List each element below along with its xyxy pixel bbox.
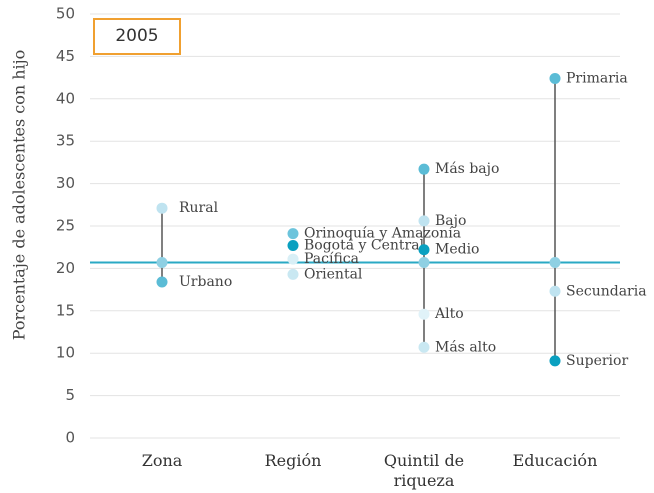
point-label: Secundaria — [566, 283, 647, 299]
y-tick-label: 30 — [56, 174, 75, 192]
point-label: Alto — [434, 306, 464, 322]
x-tick-label: Quintil de riqueza — [383, 451, 465, 490]
dot — [287, 268, 299, 280]
point-label: Urbano — [179, 274, 232, 290]
point-label: Pacífica — [304, 251, 359, 267]
reference-dot — [418, 256, 430, 268]
dot — [156, 202, 168, 214]
x-tick-label: Educación — [512, 451, 598, 470]
dot — [287, 253, 299, 265]
y-tick-label: 35 — [56, 132, 75, 150]
point-label: Medio — [435, 242, 480, 258]
y-axis-title: Porcentaje de adolescentes con hijo — [10, 50, 29, 341]
chart-title: 2005 — [93, 18, 181, 55]
y-tick-label: 45 — [56, 47, 75, 65]
y-tick-label: 0 — [65, 429, 75, 447]
point-label: Bajo — [435, 213, 466, 229]
point-label: Superior — [566, 353, 628, 369]
x-tick-label: Región — [264, 451, 322, 470]
dot — [287, 240, 299, 252]
y-tick-label: 40 — [56, 89, 75, 107]
dot — [156, 276, 168, 288]
dot — [549, 355, 561, 367]
y-tick-label: 15 — [56, 301, 75, 319]
point-label: Bogotá y Central — [304, 238, 425, 254]
y-tick-label: 20 — [56, 259, 75, 277]
dot — [418, 308, 430, 320]
point-label: Rural — [179, 200, 219, 216]
y-tick-label: 10 — [56, 344, 75, 362]
y-tick-label: 25 — [56, 217, 75, 235]
dot — [549, 285, 561, 297]
reference-dot — [549, 256, 561, 268]
y-tick-label: 5 — [65, 386, 75, 404]
dot — [418, 215, 430, 227]
point-label: Más bajo — [435, 161, 499, 177]
reference-dot — [156, 256, 168, 268]
y-tick-label: 50 — [56, 5, 75, 23]
dot — [549, 72, 561, 84]
dot — [418, 163, 430, 175]
point-label: Oriental — [304, 266, 363, 282]
dot — [418, 244, 430, 256]
dot — [287, 228, 299, 240]
point-label: Orinoquía y Amazonía — [304, 226, 461, 242]
x-tick-label: Zona — [141, 451, 183, 470]
point-label: Más alto — [435, 339, 496, 355]
point-label: Primaria — [566, 70, 628, 86]
dot — [418, 341, 430, 353]
